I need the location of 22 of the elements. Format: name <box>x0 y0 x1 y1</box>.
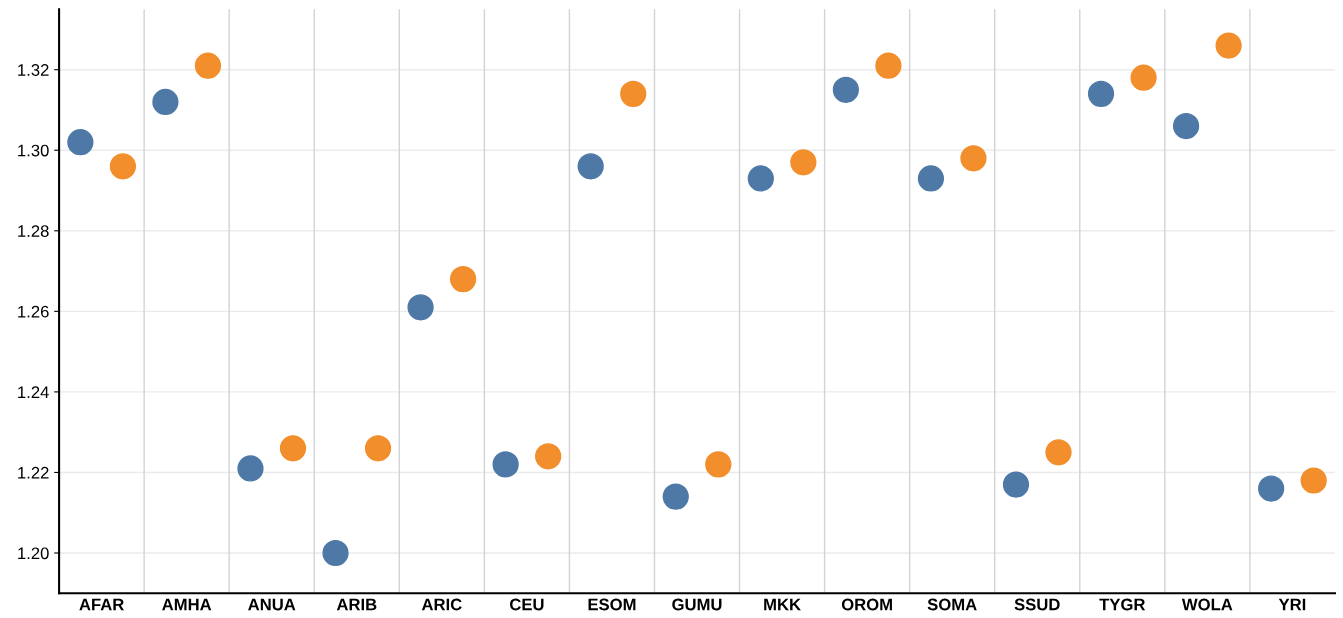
y-tick-label: 1.22 <box>18 466 49 479</box>
x-tick-label: GUMU <box>672 598 722 611</box>
x-tick-label: ARIB <box>336 598 377 611</box>
x-tick-label: ANUA <box>248 598 296 611</box>
y-tick-label: 1.24 <box>18 386 49 398</box>
y-tick-label: 1.30 <box>18 144 49 157</box>
y-tick-label: 1.26 <box>18 305 49 318</box>
x-tick-label: CEU <box>509 598 544 611</box>
x-tick-label: MKK <box>764 598 801 611</box>
x-tick-label: SOMA <box>927 598 977 611</box>
x-tick-label: YRI <box>1278 598 1306 611</box>
y-tick-label: 1.32 <box>18 64 49 76</box>
y-tick-label: 1.20 <box>18 547 49 560</box>
x-tick-label: WOLA <box>1181 598 1233 611</box>
x-tick-label: TYGR <box>1099 598 1146 611</box>
x-tick-label: ESOM <box>588 598 636 611</box>
x-tick-label: AFAR <box>79 598 124 611</box>
y-tick-label: 1.28 <box>18 225 49 237</box>
x-tick-label: AMHA <box>162 598 212 611</box>
x-tick-label: ARIC <box>421 598 462 611</box>
x-tick-label: SSUD <box>1014 598 1060 611</box>
x-tick-label: OROM <box>841 598 892 611</box>
